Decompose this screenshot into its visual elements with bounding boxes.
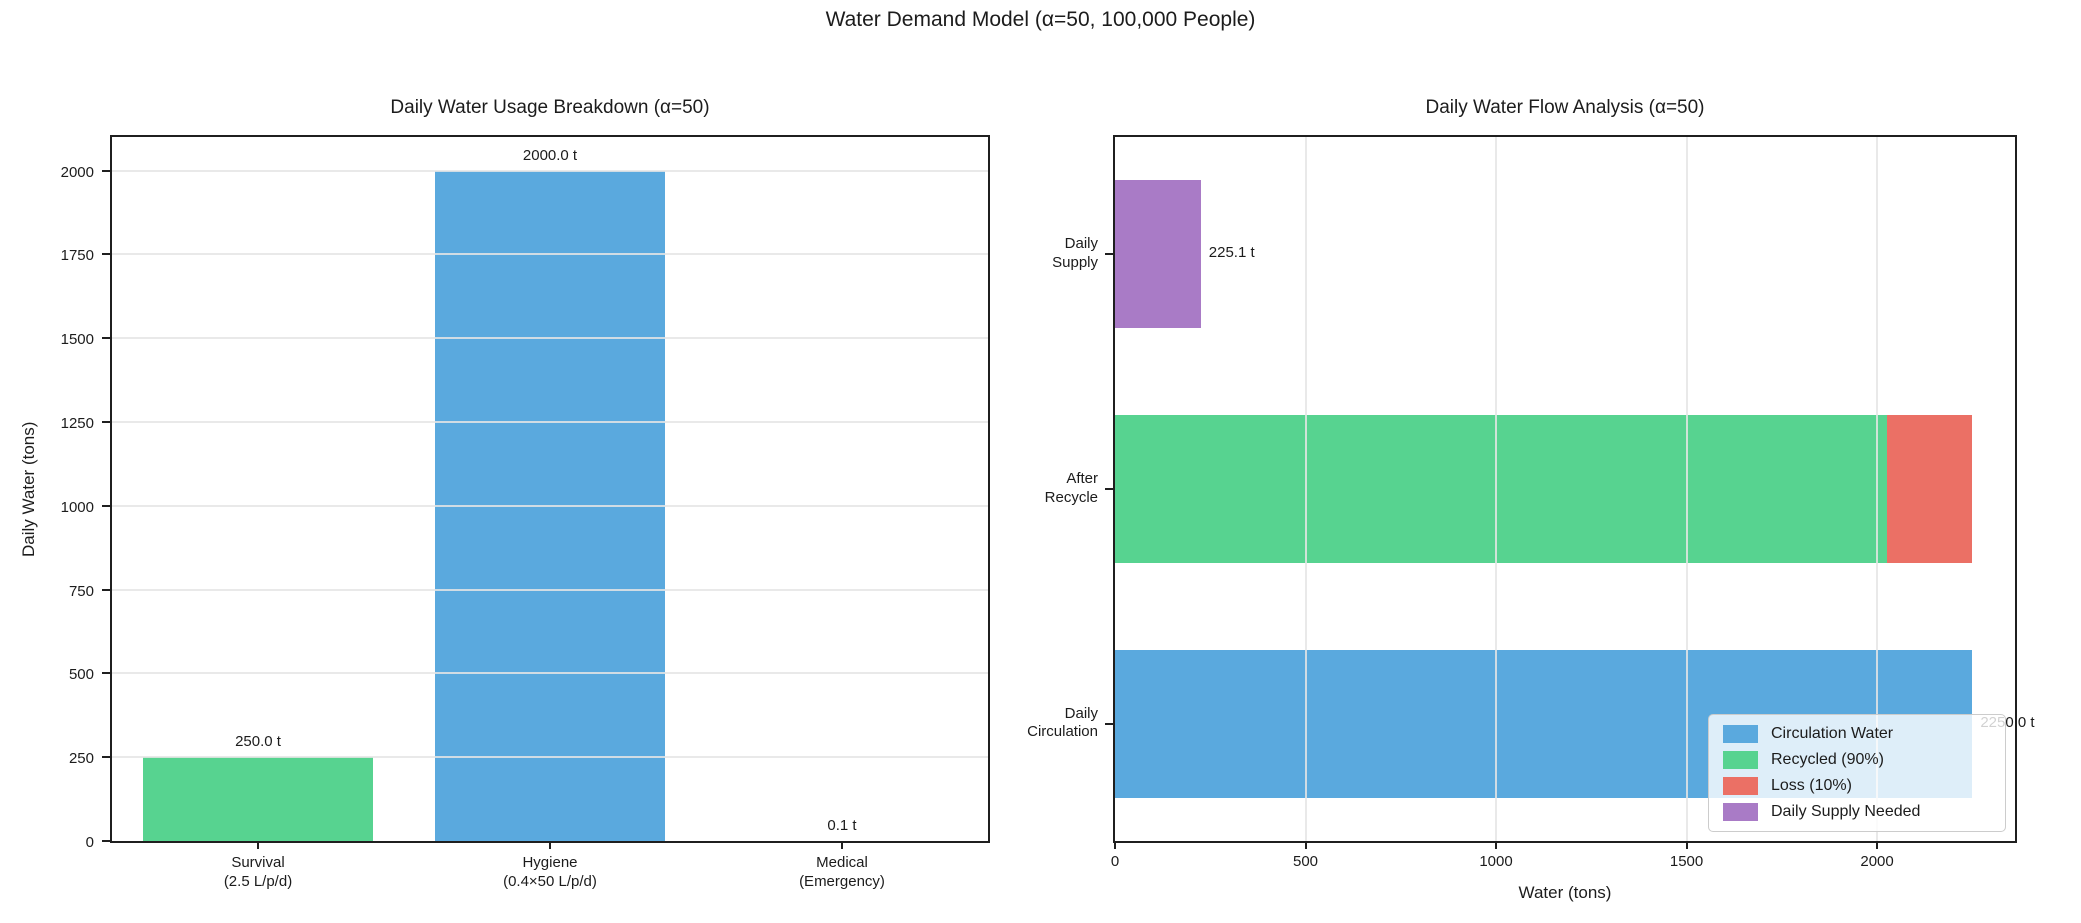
flow-analysis-legend: Circulation Water Recycled (90%) Loss (1… bbox=[1708, 714, 2006, 832]
legend-label: Recycled (90%) bbox=[1771, 751, 1884, 768]
gridline bbox=[1304, 137, 1307, 841]
x-tick-mark bbox=[257, 841, 259, 849]
flow-bar-0-segment-3 bbox=[1115, 180, 1201, 329]
gridline bbox=[112, 588, 988, 591]
usage-bar-value-label: 2000.0 t bbox=[522, 146, 578, 164]
recycled-swatch-icon bbox=[1723, 751, 1758, 769]
usage-breakdown-title: Daily Water Usage Breakdown (α=50) bbox=[390, 97, 710, 118]
y-tick-mark bbox=[102, 169, 110, 172]
x-tick-mark bbox=[1114, 841, 1116, 849]
circulation-water-swatch-icon bbox=[1723, 725, 1758, 743]
gridline bbox=[112, 253, 988, 256]
usage-bar-0 bbox=[143, 757, 373, 841]
y-tick-label: 500 bbox=[68, 666, 94, 684]
legend-item-daily-supply-needed: Daily Supply Needed bbox=[1723, 803, 1991, 821]
gridline bbox=[1876, 137, 1879, 841]
y-tick-mark bbox=[102, 420, 110, 423]
gridline bbox=[112, 756, 988, 759]
x-tick-label: 500 bbox=[1293, 853, 1319, 870]
usage-bar-value-label: 250.0 t bbox=[235, 733, 281, 751]
legend-label: Circulation Water bbox=[1771, 725, 1894, 742]
gridline bbox=[112, 672, 988, 675]
y-tick-label: 0 bbox=[85, 834, 94, 851]
x-tick-mark bbox=[549, 841, 551, 849]
legend-item-loss: Loss (10%) bbox=[1723, 777, 1991, 795]
y-tick-mark bbox=[102, 337, 110, 340]
gridline bbox=[112, 504, 988, 507]
x-category-label: Survival (2.5 L/p/d) bbox=[223, 854, 293, 890]
y-tick-label: 250 bbox=[68, 750, 94, 768]
y-tick-label: 1750 bbox=[60, 247, 94, 265]
flow-analysis-title: Daily Water Flow Analysis (α=50) bbox=[1425, 97, 1705, 118]
x-tick-mark bbox=[1304, 841, 1307, 849]
y-category-label: Daily Supply bbox=[1052, 235, 1098, 272]
y-tick-mark bbox=[102, 253, 110, 256]
y-tick-mark bbox=[102, 756, 110, 759]
flow-analysis-xlabel: Water (tons) bbox=[1518, 883, 1612, 902]
flow-bar-value-label: 225.1 t bbox=[1208, 244, 1255, 262]
x-tick-mark bbox=[1495, 841, 1498, 849]
x-tick-mark bbox=[1876, 841, 1879, 849]
gridline bbox=[112, 420, 988, 423]
y-category-label: Daily Circulation bbox=[1027, 704, 1098, 741]
x-tick-label: 1000 bbox=[1479, 853, 1513, 870]
x-category-label: Medical (Emergency) bbox=[799, 854, 885, 890]
x-tick-label: 1500 bbox=[1669, 853, 1704, 870]
y-category-label: After Recycle bbox=[1044, 470, 1098, 506]
legend-item-circulation-water: Circulation Water bbox=[1723, 725, 1991, 743]
usage-bar-value-label: 0.1 t bbox=[827, 816, 857, 834]
x-tick-mark bbox=[1685, 841, 1688, 849]
x-category-label: Hygiene (0.4×50 L/p/d) bbox=[503, 854, 597, 890]
y-tick-label: 2000 bbox=[60, 163, 94, 181]
y-tick-label: 750 bbox=[68, 582, 94, 600]
y-tick-mark bbox=[102, 672, 110, 675]
loss-swatch-icon bbox=[1723, 777, 1758, 795]
y-tick-mark bbox=[1105, 488, 1113, 490]
y-tick-label: 1000 bbox=[60, 498, 94, 516]
legend-label: Loss (10%) bbox=[1771, 777, 1852, 794]
daily-supply-needed-swatch-icon bbox=[1723, 803, 1758, 821]
usage-breakdown-plot-area: 0 250 500 750 1000 1250 1500 1750 2000 250.0 t Sur… bbox=[61, 137, 988, 890]
y-tick-label: 1500 bbox=[60, 331, 94, 349]
gridline bbox=[112, 337, 988, 340]
usage-breakdown-ylabel: Daily Water (tons) bbox=[19, 421, 38, 557]
flow-analysis-chart: Daily Water Flow Analysis (α=50) Water (… bbox=[1027, 97, 2035, 902]
flow-bar-1-segment-1 bbox=[1115, 415, 1887, 563]
usage-breakdown-chart: Daily Water Usage Breakdown (α=50) Daily… bbox=[19, 97, 990, 890]
legend-item-recycled: Recycled (90%) bbox=[1723, 751, 1991, 769]
y-tick-mark bbox=[1105, 722, 1113, 725]
flow-analysis-plot-area: 0 500 1000 1500 2000 225.1 t Daily Supply After… bbox=[1027, 137, 2035, 870]
figure-title: Water Demand Model (α=50, 100,000 People… bbox=[825, 8, 1256, 31]
y-tick-mark bbox=[102, 504, 110, 507]
flow-bar-1-segment-2 bbox=[1886, 415, 1973, 563]
x-tick-label: 2000 bbox=[1860, 853, 1894, 870]
gridline bbox=[1685, 137, 1688, 841]
y-tick-mark bbox=[102, 840, 110, 842]
gridline bbox=[1495, 137, 1498, 841]
x-tick-mark bbox=[841, 841, 843, 849]
y-tick-label: 1250 bbox=[60, 414, 94, 432]
gridline bbox=[112, 169, 988, 172]
y-tick-mark bbox=[1105, 253, 1113, 256]
legend-label: Daily Supply Needed bbox=[1771, 803, 1921, 820]
x-tick-label: 0 bbox=[1110, 853, 1120, 870]
y-tick-mark bbox=[102, 588, 110, 591]
